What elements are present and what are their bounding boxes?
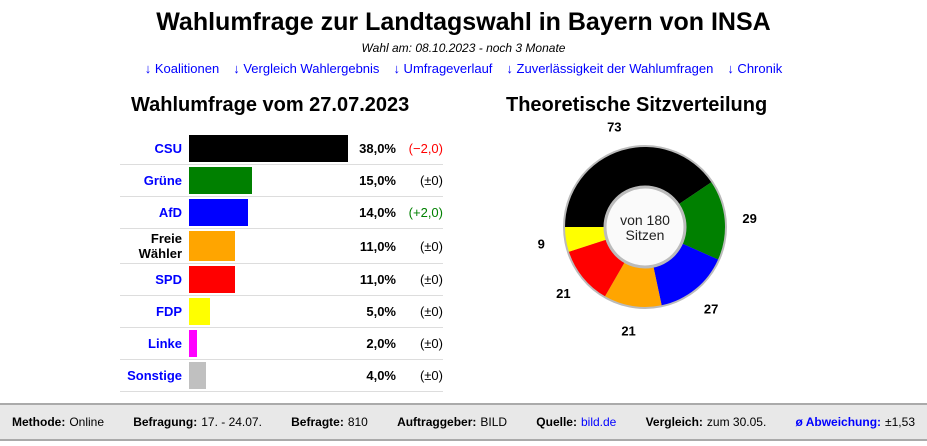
- footer-value: Online: [69, 415, 105, 429]
- election-date: Wahl am: 08.10.2023 - noch 3 Monate: [361, 41, 566, 55]
- change-label: (±0): [419, 173, 443, 188]
- seat-slice: [678, 182, 725, 260]
- nav-link[interactable]: ↓ Umfrageverlauf: [393, 61, 493, 76]
- party-label[interactable]: CSU: [154, 141, 182, 156]
- bar-row: AfD 14,0% (+2,0): [120, 197, 443, 229]
- bar-row: Freie Wähler 11,0% (±0): [120, 229, 443, 264]
- poll-title: Wahlumfrage vom 27.07.2023: [131, 94, 410, 116]
- seat-slice: [565, 227, 607, 252]
- bar-row: Sonstige 4,0% (±0): [120, 360, 443, 392]
- value-label: 4,0%: [366, 368, 396, 383]
- bar: [189, 362, 206, 389]
- footer-item: Befragung: 17. - 24.07.: [133, 415, 262, 429]
- seat-label: 27: [704, 302, 718, 317]
- bar-row: FDP 5,0% (±0): [120, 296, 443, 328]
- value-label: 5,0%: [366, 304, 396, 319]
- nav-link[interactable]: ↓ Vergleich Wahlergebnis: [233, 61, 380, 76]
- bar-row: CSU 38,0% (−2,0): [120, 133, 443, 165]
- center-text: Sitzen: [626, 227, 665, 243]
- footer-label: Methode:: [12, 415, 66, 429]
- footer-item: Vergleich: zum 30.05.: [646, 415, 767, 429]
- poll-bar-chart: CSU 38,0% (−2,0) Grüne 15,0% (±0) AfD 14,0% (+2,…: [120, 133, 443, 392]
- nav-link[interactable]: ↓ Koalitionen: [144, 61, 220, 76]
- bar: [189, 330, 198, 357]
- footer-value: BILD: [480, 415, 508, 429]
- seat-label: 21: [621, 324, 635, 339]
- seat-label: 73: [607, 120, 621, 135]
- footer-value[interactable]: bild.de: [580, 415, 617, 429]
- value-label: 14,0%: [359, 205, 396, 220]
- bar-row: Grüne 15,0% (±0): [120, 165, 443, 197]
- footer-item: Methode: Online: [12, 415, 104, 429]
- bar-row: Linke 2,0% (±0): [120, 328, 443, 360]
- seat-slice: [568, 239, 625, 297]
- footer-label: Befragung:: [133, 415, 198, 429]
- footer-value: zum 30.05.: [706, 415, 767, 429]
- bar: [189, 266, 235, 293]
- change-label: (±0): [419, 336, 443, 351]
- footer-item: ø Abweichung: ±1,53: [796, 415, 916, 429]
- value-label: 11,0%: [359, 238, 396, 254]
- change-label: (±0): [419, 272, 443, 287]
- change-label: (±0): [419, 238, 443, 254]
- party-label[interactable]: Grüne: [143, 173, 182, 188]
- footer-value: 810: [347, 415, 368, 429]
- bar: [189, 199, 248, 226]
- seats-title: Theoretische Sitzverteilung: [506, 94, 768, 116]
- bar: [189, 231, 235, 261]
- value-label: 2,0%: [366, 336, 396, 351]
- change-label: (+2,0): [408, 205, 443, 220]
- footer-label: Auftraggeber:: [397, 415, 477, 429]
- page-title: Wahlumfrage zur Landtagswahl in Bayern v…: [156, 8, 771, 36]
- change-label: (−2,0): [408, 141, 443, 156]
- footer-label[interactable]: ø Abweichung:: [795, 415, 882, 429]
- seat-slice: [605, 261, 662, 307]
- footer-value: ±1,53: [885, 415, 915, 429]
- nav-link[interactable]: ↓ Chronik: [727, 61, 783, 76]
- party-label[interactable]: AfD: [158, 205, 182, 220]
- poll-footer: Methode: Online Befragung: 17. - 24.07. Befr…: [0, 403, 927, 441]
- center-text: von 180: [620, 212, 670, 228]
- change-label: (±0): [419, 368, 443, 383]
- party-label[interactable]: SPD: [155, 272, 182, 287]
- seat-label: 29: [742, 211, 756, 226]
- nav-link[interactable]: ↓ Zuverlässigkeit der Wahlumfragen: [506, 61, 714, 76]
- footer-value: 17. - 24.07.: [201, 415, 262, 429]
- footer-item: Befragte: 810: [291, 415, 368, 429]
- section-links: ↓ Koalitionen ↓ Vergleich Wahlergebnis ↓ U…: [0, 61, 927, 76]
- bar-row: SPD 11,0% (±0): [120, 264, 443, 296]
- party-label[interactable]: Linke: [148, 336, 182, 351]
- change-label: (±0): [419, 304, 443, 319]
- value-label: 15,0%: [359, 173, 396, 188]
- value-label: 11,0%: [359, 272, 396, 287]
- footer-label: Befragte:: [291, 415, 344, 429]
- value-label: 38,0%: [359, 141, 396, 156]
- party-label[interactable]: FDP: [156, 304, 182, 319]
- bar: [189, 167, 252, 194]
- bar: [189, 135, 348, 162]
- footer-item: Quelle: bild.de: [536, 415, 616, 429]
- party-label[interactable]: Sonstige: [127, 368, 182, 383]
- footer-label: Quelle:: [536, 415, 577, 429]
- footer-item: Auftraggeber: BILD: [397, 415, 507, 429]
- seat-label: 9: [538, 236, 545, 251]
- party-label: Freie Wähler: [138, 231, 182, 261]
- bar: [189, 298, 210, 325]
- seat-label: 21: [556, 286, 570, 301]
- footer-label: Vergleich:: [645, 415, 703, 429]
